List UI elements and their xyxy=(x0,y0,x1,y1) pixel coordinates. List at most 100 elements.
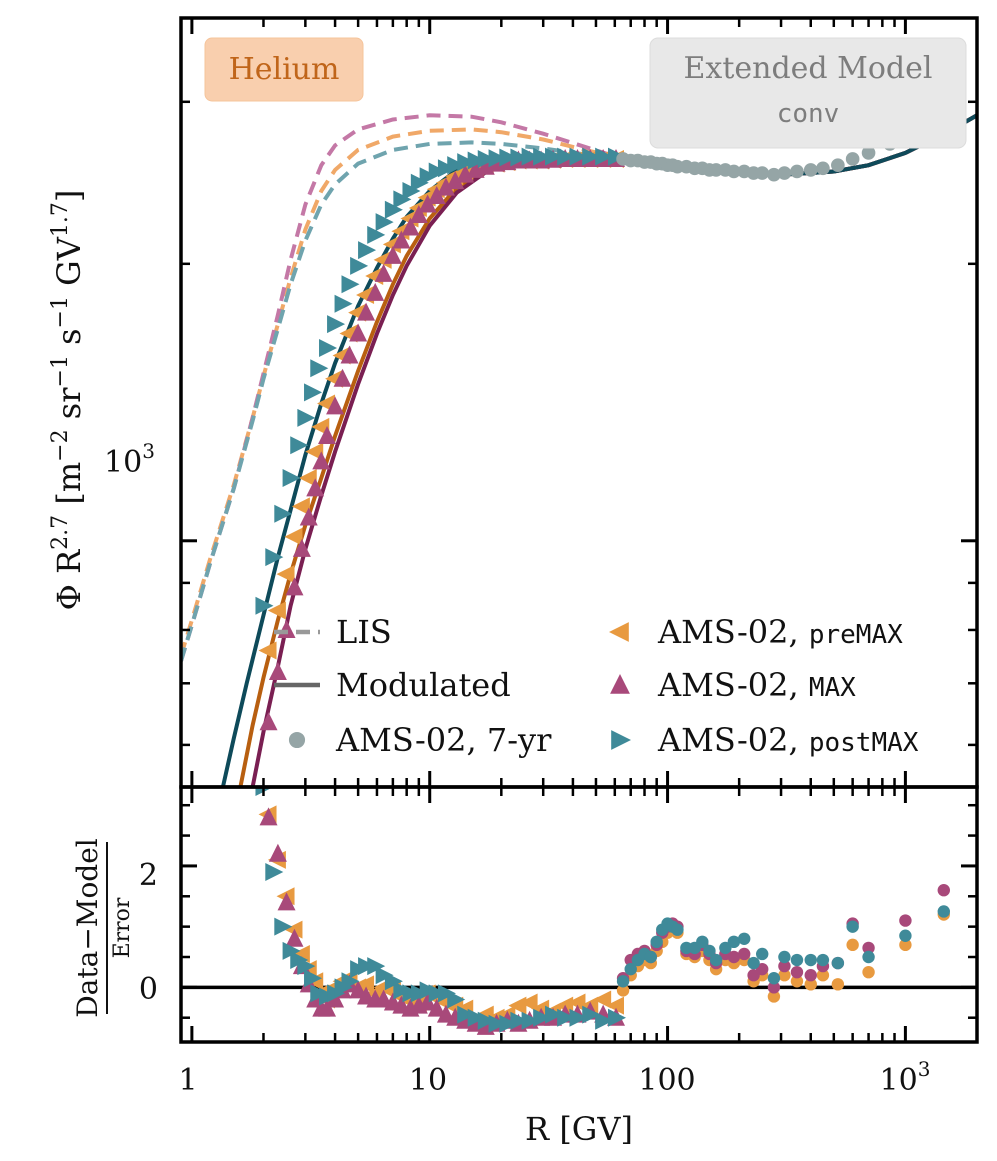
x-tick-label-10: 10 xyxy=(409,1063,447,1098)
point-ams-02-postmax xyxy=(545,147,564,166)
residual-ams-02-postmax xyxy=(358,957,377,976)
point-ams-02-premax xyxy=(284,527,303,546)
legend-label: AMS-02, MAX xyxy=(657,666,856,704)
point-ams-02-premax xyxy=(267,601,286,620)
residual-ams-02-premax xyxy=(555,996,574,1015)
main-plot-points xyxy=(255,92,951,731)
point-ams-02-max xyxy=(277,619,296,638)
residual-ams-02-postmax xyxy=(265,863,284,881)
point-ams-02-7-yr xyxy=(790,164,804,179)
point-ams-02-7-yr xyxy=(831,158,845,172)
point-ams-02-postmax xyxy=(265,548,284,567)
residual-ams-02-7-yr-premax xyxy=(778,969,791,982)
point-ams-02-7-yr xyxy=(777,166,792,180)
point-ams-02-7-yr xyxy=(803,163,818,177)
residual-ams-02-7-yr-premax xyxy=(790,975,804,988)
residual-ams-02-7-yr-postmax xyxy=(709,953,723,967)
curve-lis-postmax xyxy=(181,113,977,662)
point-ams-02-max xyxy=(318,425,337,444)
point-ams-02-max xyxy=(401,217,420,236)
point-ams-02-postmax xyxy=(319,339,338,358)
residual-ams-02-7-yr-max xyxy=(790,965,804,979)
point-ams-02-postmax xyxy=(595,147,614,166)
point-ams-02-postmax xyxy=(447,156,466,175)
point-ams-02-premax xyxy=(373,250,392,269)
point-ams-02-max xyxy=(392,230,411,249)
point-ams-02-postmax xyxy=(350,256,369,275)
residual-ams-02-postmax xyxy=(595,1011,614,1030)
point-ams-02-premax xyxy=(258,641,277,660)
residual-ams-02-7-yr-postmax xyxy=(846,920,859,933)
point-ams-02-max xyxy=(409,204,428,223)
residual-ams-02-7-yr-postmax xyxy=(616,975,630,988)
residual-ams-02-7-yr-max xyxy=(747,969,760,982)
point-ams-02-postmax xyxy=(297,408,316,427)
point-ams-02-postmax xyxy=(358,241,377,260)
residual-ams-02-7-yr-postmax xyxy=(696,935,709,949)
point-ams-02-max xyxy=(374,263,393,282)
point-ams-02-max xyxy=(312,451,331,470)
residual-ams-02-postmax xyxy=(419,981,438,1000)
point-ams-02-7-yr xyxy=(755,166,770,180)
residual-ams-02-7-yr-max xyxy=(804,969,817,982)
point-ams-02-postmax xyxy=(384,200,403,219)
point-ams-02-postmax xyxy=(557,147,576,166)
residual-ams-02-postmax xyxy=(582,1005,601,1024)
legend-label: AMS-02, preMAX xyxy=(657,613,903,651)
residual-ams-02-premax xyxy=(605,996,624,1015)
residual-ams-02-postmax xyxy=(521,1011,540,1030)
residual-ams-02-7-yr-postmax xyxy=(767,972,781,985)
point-ams-02-max xyxy=(366,282,385,301)
point-ams-02-postmax xyxy=(341,275,360,294)
residual-ams-02-7-yr-postmax xyxy=(624,962,637,976)
residual-ams-02-postmax xyxy=(545,1005,564,1024)
residual-y-axis-label: Data−Model Error xyxy=(71,838,135,1018)
residual-ams-02-postmax xyxy=(499,1014,518,1033)
point-ams-02-postmax xyxy=(521,147,540,166)
residual-ams-02-7-yr-postmax xyxy=(703,944,716,958)
point-ams-02-postmax xyxy=(419,167,438,186)
residual-ams-02-7-yr-postmax xyxy=(831,956,845,970)
residual-ams-02-7-yr-premax xyxy=(616,984,630,997)
point-ams-02-7-yr xyxy=(861,146,876,160)
point-ams-02-premax xyxy=(305,442,324,461)
element-label-box: Helium xyxy=(204,37,364,102)
residual-ams-02-premax xyxy=(508,996,527,1015)
residual-ams-02-7-yr-postmax xyxy=(644,950,657,964)
y-axis-label: Φ R2.7 [m−2 sr−1 s−1 GV1.7] xyxy=(48,190,88,611)
point-ams-02-postmax xyxy=(533,147,552,166)
point-ams-02-postmax xyxy=(477,149,496,168)
model-label-box: Extended Model conv xyxy=(649,37,967,149)
legend-swatch xyxy=(609,622,629,642)
element-label: Helium xyxy=(229,52,340,87)
point-ams-02-max xyxy=(333,368,352,387)
residual-ams-02-7-yr-max xyxy=(756,962,769,976)
point-ams-02-max xyxy=(299,507,318,526)
residual-ams-02-postmax xyxy=(607,1008,626,1027)
point-ams-02-postmax xyxy=(327,315,346,334)
residual-ams-02-7-yr-max xyxy=(778,959,791,973)
residual-ylabel-numerator: Data−Model xyxy=(71,838,104,1018)
legend-label: AMS-02, 7-yr xyxy=(335,721,552,759)
residual-ams-02-7-yr-premax xyxy=(831,978,845,991)
residual-ams-02-postmax xyxy=(282,941,301,960)
residual-ams-02-postmax xyxy=(375,966,394,985)
residual-y-tick-label-2: 2 xyxy=(139,858,158,893)
residual-ams-02-7-yr-max xyxy=(937,884,950,897)
residual-ams-02-7-yr-postmax xyxy=(816,953,830,967)
point-ams-02-max xyxy=(436,177,455,196)
residual-ams-02-7-yr-max xyxy=(767,981,781,994)
legend-swatch xyxy=(288,731,306,749)
x-tick-label-1e3: 103 xyxy=(880,1057,931,1098)
point-ams-02-postmax xyxy=(569,147,588,166)
residual-ams-02-postmax xyxy=(428,984,447,1003)
curve-lis-max xyxy=(181,113,977,662)
point-ams-02-7-yr xyxy=(845,152,860,166)
residual-ams-02-7-yr-premax xyxy=(862,965,875,979)
residual-ams-02-max xyxy=(326,989,345,1008)
residual-ams-02-7-yr-premax xyxy=(816,969,830,982)
point-ams-02-7-yr xyxy=(727,164,741,179)
residual-ams-02-postmax xyxy=(341,972,360,991)
y-tick-label-1e3: 103 xyxy=(104,439,155,480)
point-ams-02-premax xyxy=(276,565,295,584)
